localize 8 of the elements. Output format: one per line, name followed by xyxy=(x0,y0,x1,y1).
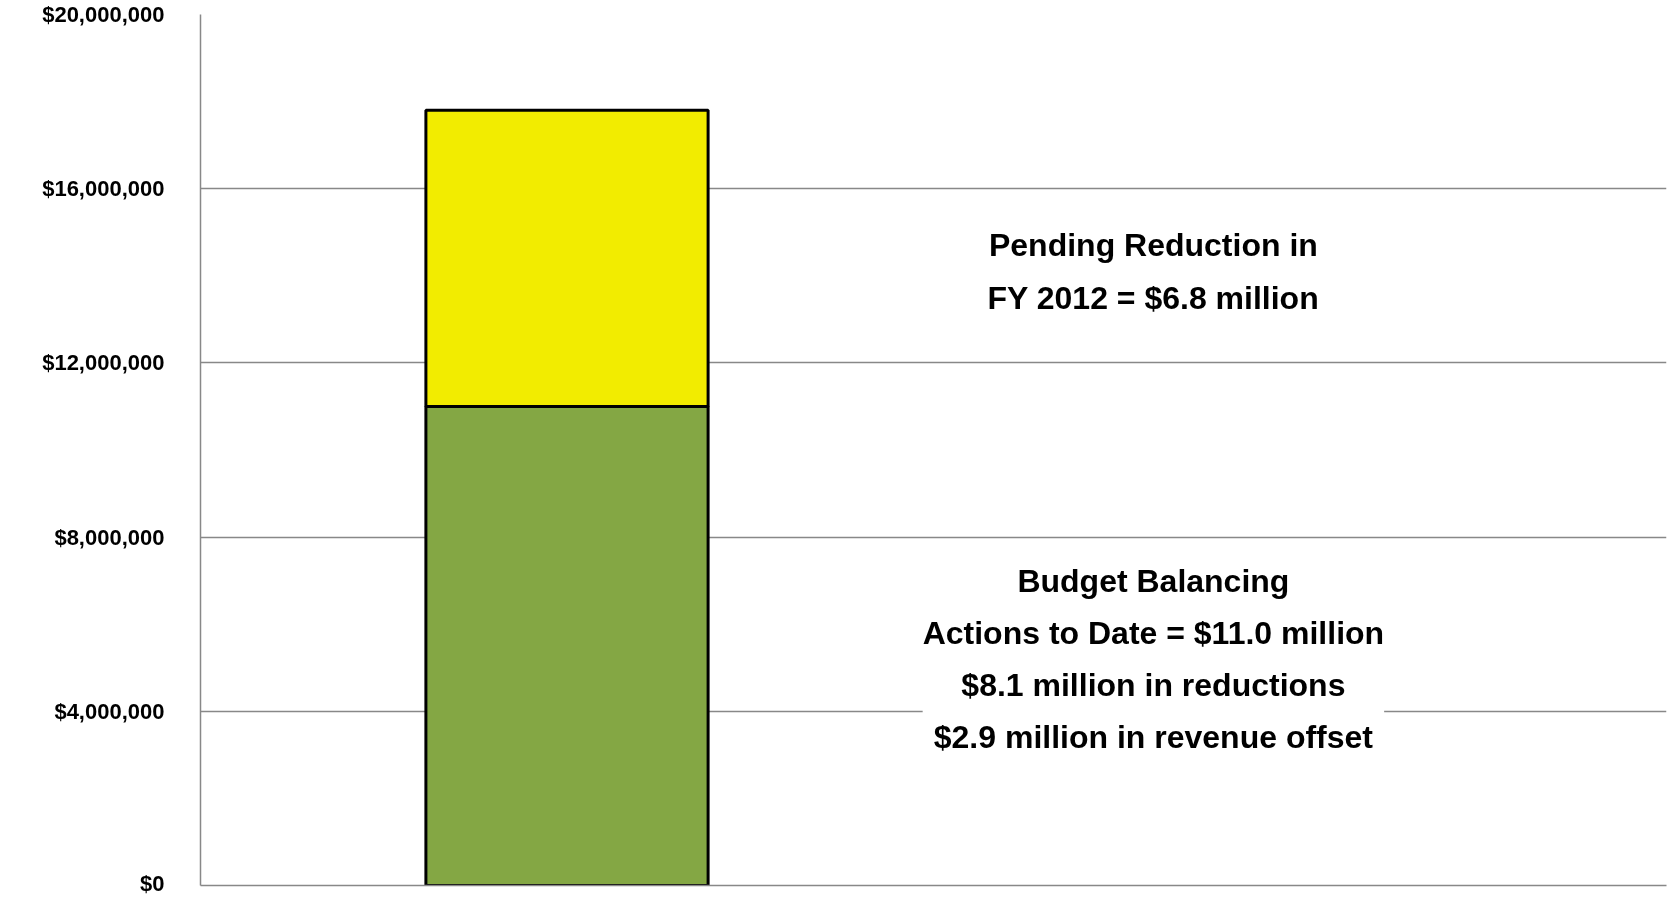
y-tick-label: $8,000,000 xyxy=(54,524,165,550)
y-tick-label: $0 xyxy=(140,870,165,896)
y-tick-label: $16,000,000 xyxy=(42,176,165,202)
y-tick-label: $4,000,000 xyxy=(54,698,165,724)
y-tick-label: $12,000,000 xyxy=(42,350,165,376)
annotation: Pending Reduction in FY 2012 = $6.8 million xyxy=(987,227,1319,316)
annotation: Budget Balancing Actions to Date = $11.0 million $8.1 million in reductions $2.9 million in revenue offset xyxy=(922,562,1385,756)
y-tick-label: $20,000,000 xyxy=(42,2,165,27)
